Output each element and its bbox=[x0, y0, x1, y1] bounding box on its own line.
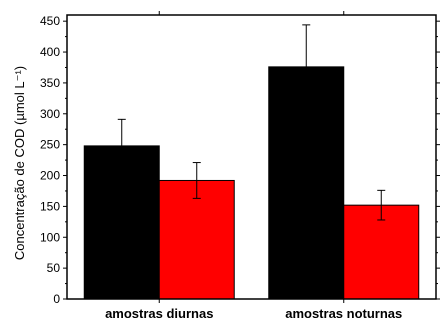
plot-frame bbox=[66, 14, 437, 300]
plot-area: 0 50 100 150 200 250 300 350 400 450 amostras diur… bbox=[40, 11, 440, 321]
y-tick-label: 400 bbox=[40, 45, 60, 59]
x-category-label: amostras diurnas bbox=[105, 306, 213, 321]
y-tick-label: 0 bbox=[53, 292, 60, 306]
x-category-label: amostras noturnas bbox=[285, 306, 402, 321]
y-tick-label: 350 bbox=[40, 76, 60, 90]
y-tick-label: 200 bbox=[40, 169, 60, 183]
bar-0-1 bbox=[158, 179, 235, 300]
y-tick-label: 50 bbox=[47, 261, 61, 275]
y-tick-label: 250 bbox=[40, 138, 60, 152]
bar-1-1 bbox=[343, 204, 420, 300]
y-tick-label: 150 bbox=[40, 199, 60, 213]
y-tick-label: 100 bbox=[40, 230, 60, 244]
y-axis-title: Concentração de COD (µmol L⁻¹) bbox=[12, 66, 27, 260]
y-tick-label: 300 bbox=[40, 107, 60, 121]
y-tick-label: 450 bbox=[40, 14, 60, 28]
